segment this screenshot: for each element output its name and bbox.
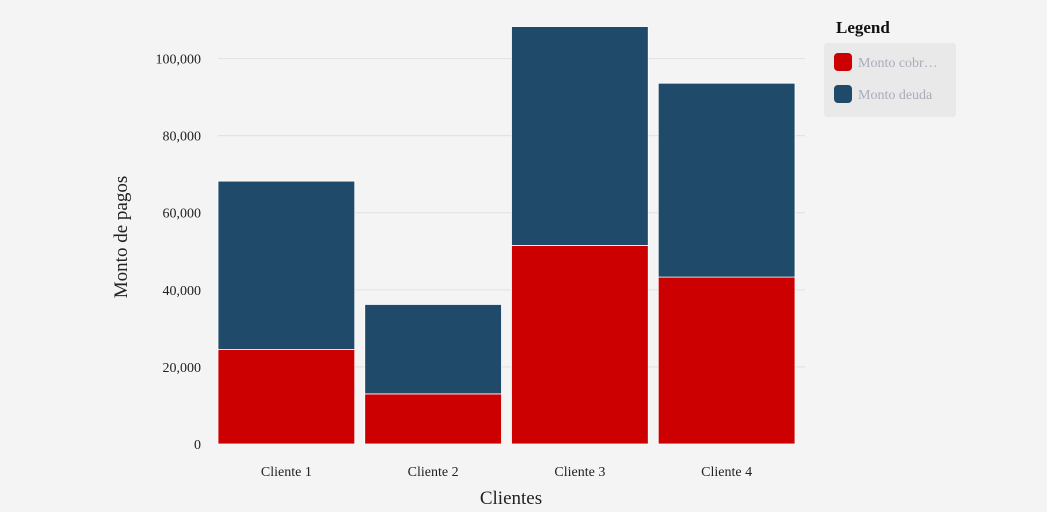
x-axis-title: Clientes [480, 488, 542, 509]
bar-segment-monto-deuda[interactable] [511, 26, 649, 246]
x-tick-label: Cliente 1 [261, 465, 312, 480]
bar-segment-monto-cobrado[interactable] [217, 349, 356, 445]
bars [217, 26, 796, 445]
y-tick-label: 100,000 [156, 53, 202, 68]
y-tick-label: 40,000 [163, 284, 202, 299]
legend-title: Legend [836, 18, 890, 37]
bar-segment-monto-cobrado[interactable] [364, 393, 502, 445]
legend-item-monto-deuda[interactable]: Monto deuda [834, 85, 933, 103]
legend-swatch-monto-cobrado [834, 53, 852, 71]
bar-segment-monto-deuda[interactable] [657, 82, 796, 278]
legend-box [824, 43, 956, 117]
bar-segment-monto-cobrado[interactable] [511, 245, 649, 445]
y-axis-ticks: 0 20,000 40,000 60,000 80,000 100,000 [156, 53, 202, 453]
y-tick-label: 80,000 [163, 130, 202, 145]
x-tick-label: Cliente 3 [554, 465, 605, 480]
legend-label-monto-deuda: Monto deuda [858, 88, 933, 103]
y-tick-label: 20,000 [163, 361, 202, 376]
bar-segment-monto-cobrado[interactable] [657, 276, 796, 445]
y-tick-label: 60,000 [163, 207, 202, 222]
y-tick-label: 0 [194, 438, 201, 453]
legend-label-monto-cobrado: Monto cobr… [858, 56, 938, 71]
bar-segment-monto-deuda[interactable] [364, 304, 502, 395]
x-tick-label: Cliente 2 [408, 465, 459, 480]
y-axis-title: Monto de pagos [111, 176, 132, 298]
legend: Legend Monto cobr… Monto deuda [824, 18, 956, 117]
legend-item-monto-cobrado[interactable]: Monto cobr… [834, 53, 938, 71]
x-axis-ticks: Cliente 1 Cliente 2 Cliente 3 Cliente 4 [261, 465, 752, 480]
x-tick-label: Cliente 4 [701, 465, 752, 480]
bar-segment-monto-deuda[interactable] [217, 180, 356, 350]
legend-swatch-monto-deuda [834, 85, 852, 103]
